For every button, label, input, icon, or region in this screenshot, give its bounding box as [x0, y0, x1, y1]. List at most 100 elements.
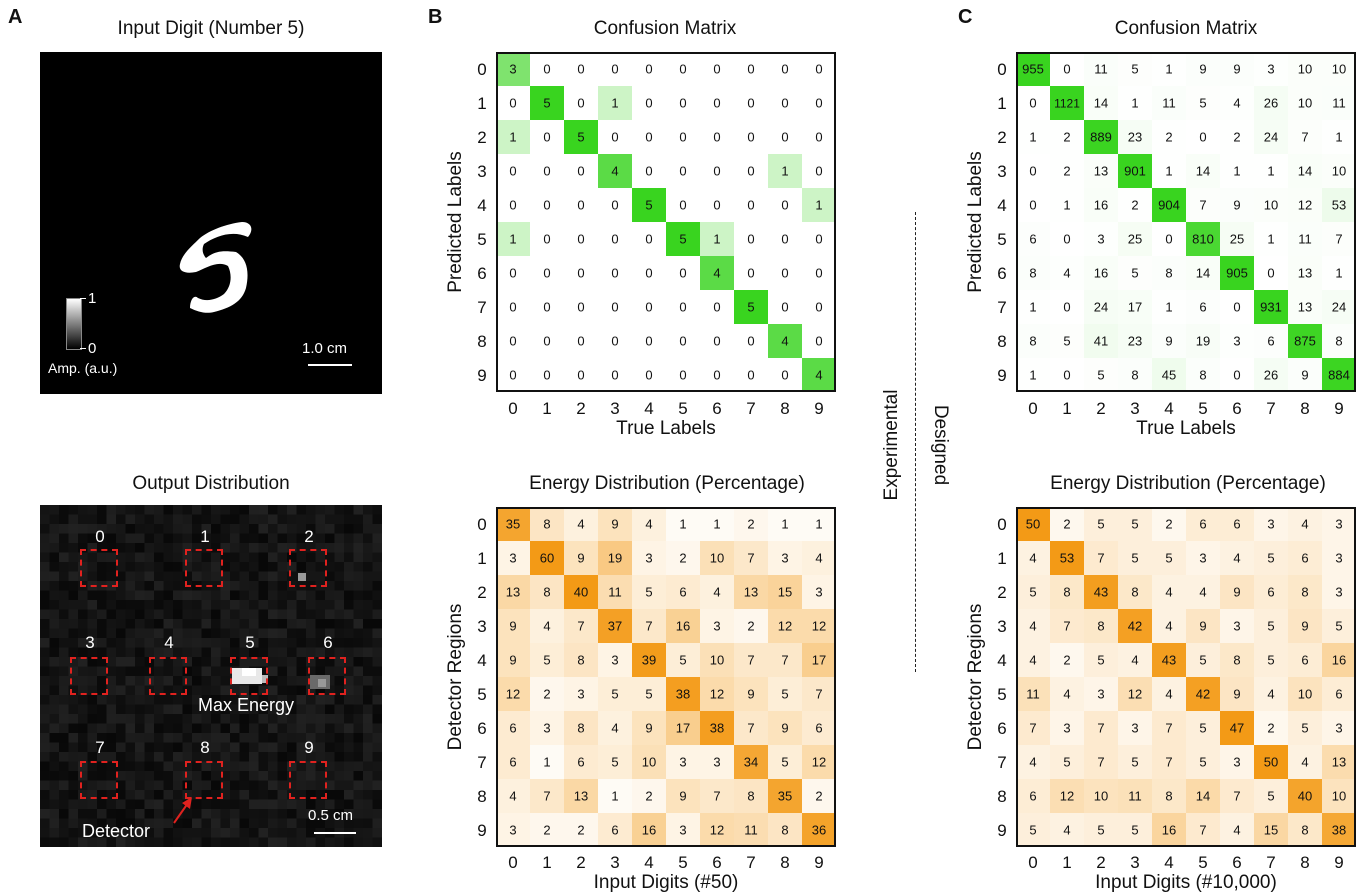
output-distribution-title: Output Distribution	[132, 473, 290, 494]
cell-value-label: 1121	[1054, 97, 1080, 111]
heatmap-cell	[496, 120, 531, 155]
cell-value-label: 9	[577, 551, 584, 566]
x-label-b-bottom: Input Digits (#50)	[593, 872, 739, 893]
heatmap-cell	[1118, 154, 1153, 189]
cell-value-label: 50	[1264, 755, 1278, 770]
heatmap-cell	[1050, 711, 1085, 746]
cell-value-label: 1	[713, 517, 720, 532]
cell-value-label: 26	[1264, 368, 1278, 383]
cell-value-label: 0	[509, 334, 516, 349]
heatmap-cell	[632, 188, 667, 223]
cell-value-label: 884	[1328, 368, 1350, 383]
cell-value-label: 4	[1233, 551, 1240, 566]
cell-value-label: 5	[577, 130, 584, 145]
cell-value-label: 17	[812, 653, 826, 668]
cell-value-label: 8	[1029, 266, 1036, 281]
cell-value-label: 5	[1131, 62, 1138, 77]
y-tick-label: 0	[477, 60, 486, 79]
heatmap-cell	[1288, 120, 1323, 155]
heatmap-cell	[1322, 779, 1356, 814]
cell-value-label: 2	[577, 823, 584, 838]
cell-value-label: 6	[509, 721, 516, 736]
cell-value-label: 3	[1233, 334, 1240, 349]
heatmap-cell	[734, 677, 769, 712]
heatmap-cell	[1084, 86, 1119, 121]
cell-value-label: 17	[1128, 300, 1142, 315]
cell-value-label: 3	[713, 619, 720, 634]
heatmap-cell	[530, 541, 565, 576]
heatmap-cell	[1152, 188, 1187, 223]
colorbar-bottom-tick	[80, 348, 86, 349]
cell-value-label: 1	[1131, 96, 1138, 111]
cell-value-label: 11	[1094, 62, 1108, 77]
cell-value-label: 36	[812, 823, 826, 838]
cell-value-label: 7	[747, 653, 754, 668]
cell-value-label: 5	[1165, 551, 1172, 566]
heatmap-cell	[632, 609, 667, 644]
cell-value-label: 1	[1165, 164, 1172, 179]
cell-value-label: 7	[1199, 823, 1206, 838]
cell-value-label: 5	[611, 687, 618, 702]
cell-value-label: 0	[509, 300, 516, 315]
heatmap-cell	[632, 507, 667, 542]
heatmap-cell	[632, 154, 667, 189]
x-tick-label: 5	[1198, 399, 1207, 418]
heatmap-cell	[1118, 358, 1153, 392]
heatmap-cell	[564, 86, 599, 121]
cell-value-label: 0	[815, 164, 822, 179]
heatmap-cell	[632, 86, 667, 121]
cell-value-label: 9	[1233, 198, 1240, 213]
cell-value-label: 0	[1267, 266, 1274, 281]
heatmap-cell	[1016, 154, 1051, 189]
heatmap-cell	[1118, 575, 1153, 610]
heatmap-cell	[632, 779, 667, 814]
cell-value-label: 8	[1199, 368, 1206, 383]
cell-value-label: 12	[506, 687, 520, 702]
x-tick-label: 0	[508, 853, 517, 872]
heatmap-cell	[632, 677, 667, 712]
cell-value-label: 9	[679, 789, 686, 804]
cell-value-label: 11	[744, 823, 758, 838]
heatmap-cell	[530, 358, 565, 392]
cell-value-label: 8	[1029, 334, 1036, 349]
detector-7-number: 7	[95, 738, 105, 757]
heatmap-cell	[496, 52, 531, 87]
cell-value-label: 10	[1332, 164, 1346, 179]
cell-value-label: 10	[642, 755, 656, 770]
x-tick-label: 4	[1164, 399, 1173, 418]
heatmap-cell	[1152, 609, 1187, 644]
cell-value-label: 2	[815, 789, 822, 804]
x-tick-label: 0	[1028, 399, 1037, 418]
cell-value-label: 6	[509, 755, 516, 770]
heatmap-cell	[1322, 711, 1356, 746]
detector-0-number: 0	[95, 527, 105, 546]
heatmap-cell	[1288, 222, 1323, 257]
cell-value-label: 0	[611, 334, 618, 349]
cell-value-label: 1	[1267, 232, 1274, 247]
energy-distribution-experimental: 35 8 4 9 4 1 1 2 1 13 60 9 19 3 2 10 7 3 413 8 40 11 5 6 4 13 15 39…	[496, 507, 836, 847]
y-tick-label: 3	[997, 617, 1006, 636]
heatmap-cell	[666, 575, 701, 610]
heatmap-cell	[734, 745, 769, 780]
heatmap-cell	[1016, 358, 1051, 392]
cell-value-label: 8	[1301, 823, 1308, 838]
energy-distribution-designed: 50 2 5 5 2 6 6 3 4 34 53 7 5 5 3 4 5 6 35 8 43 8 4 4 9 6 8 34 7 8 42 4 9…	[1016, 507, 1356, 847]
heatmap-cell	[666, 120, 701, 155]
cell-value-label: 14	[1298, 164, 1312, 179]
cell-value-label: 9	[747, 687, 754, 702]
cell-value-label: 6	[1199, 300, 1206, 315]
cell-value-label: 5	[1097, 823, 1104, 838]
heatmap-cell	[598, 188, 633, 223]
cell-value-label: 0	[577, 368, 584, 383]
heatmap-cell	[632, 52, 667, 87]
cell-value-label: 8	[1165, 789, 1172, 804]
cell-value-label: 6	[679, 585, 686, 600]
y-tick-label: 5	[997, 230, 1006, 249]
cell-value-label: 0	[543, 232, 550, 247]
cell-value-label: 0	[747, 62, 754, 77]
cell-value-label: 4	[1063, 266, 1070, 281]
heatmap-cell	[1050, 541, 1085, 576]
cell-value-label: 25	[1230, 232, 1244, 247]
x-tick-label: 1	[1062, 399, 1071, 418]
heatmap-cell	[564, 677, 599, 712]
